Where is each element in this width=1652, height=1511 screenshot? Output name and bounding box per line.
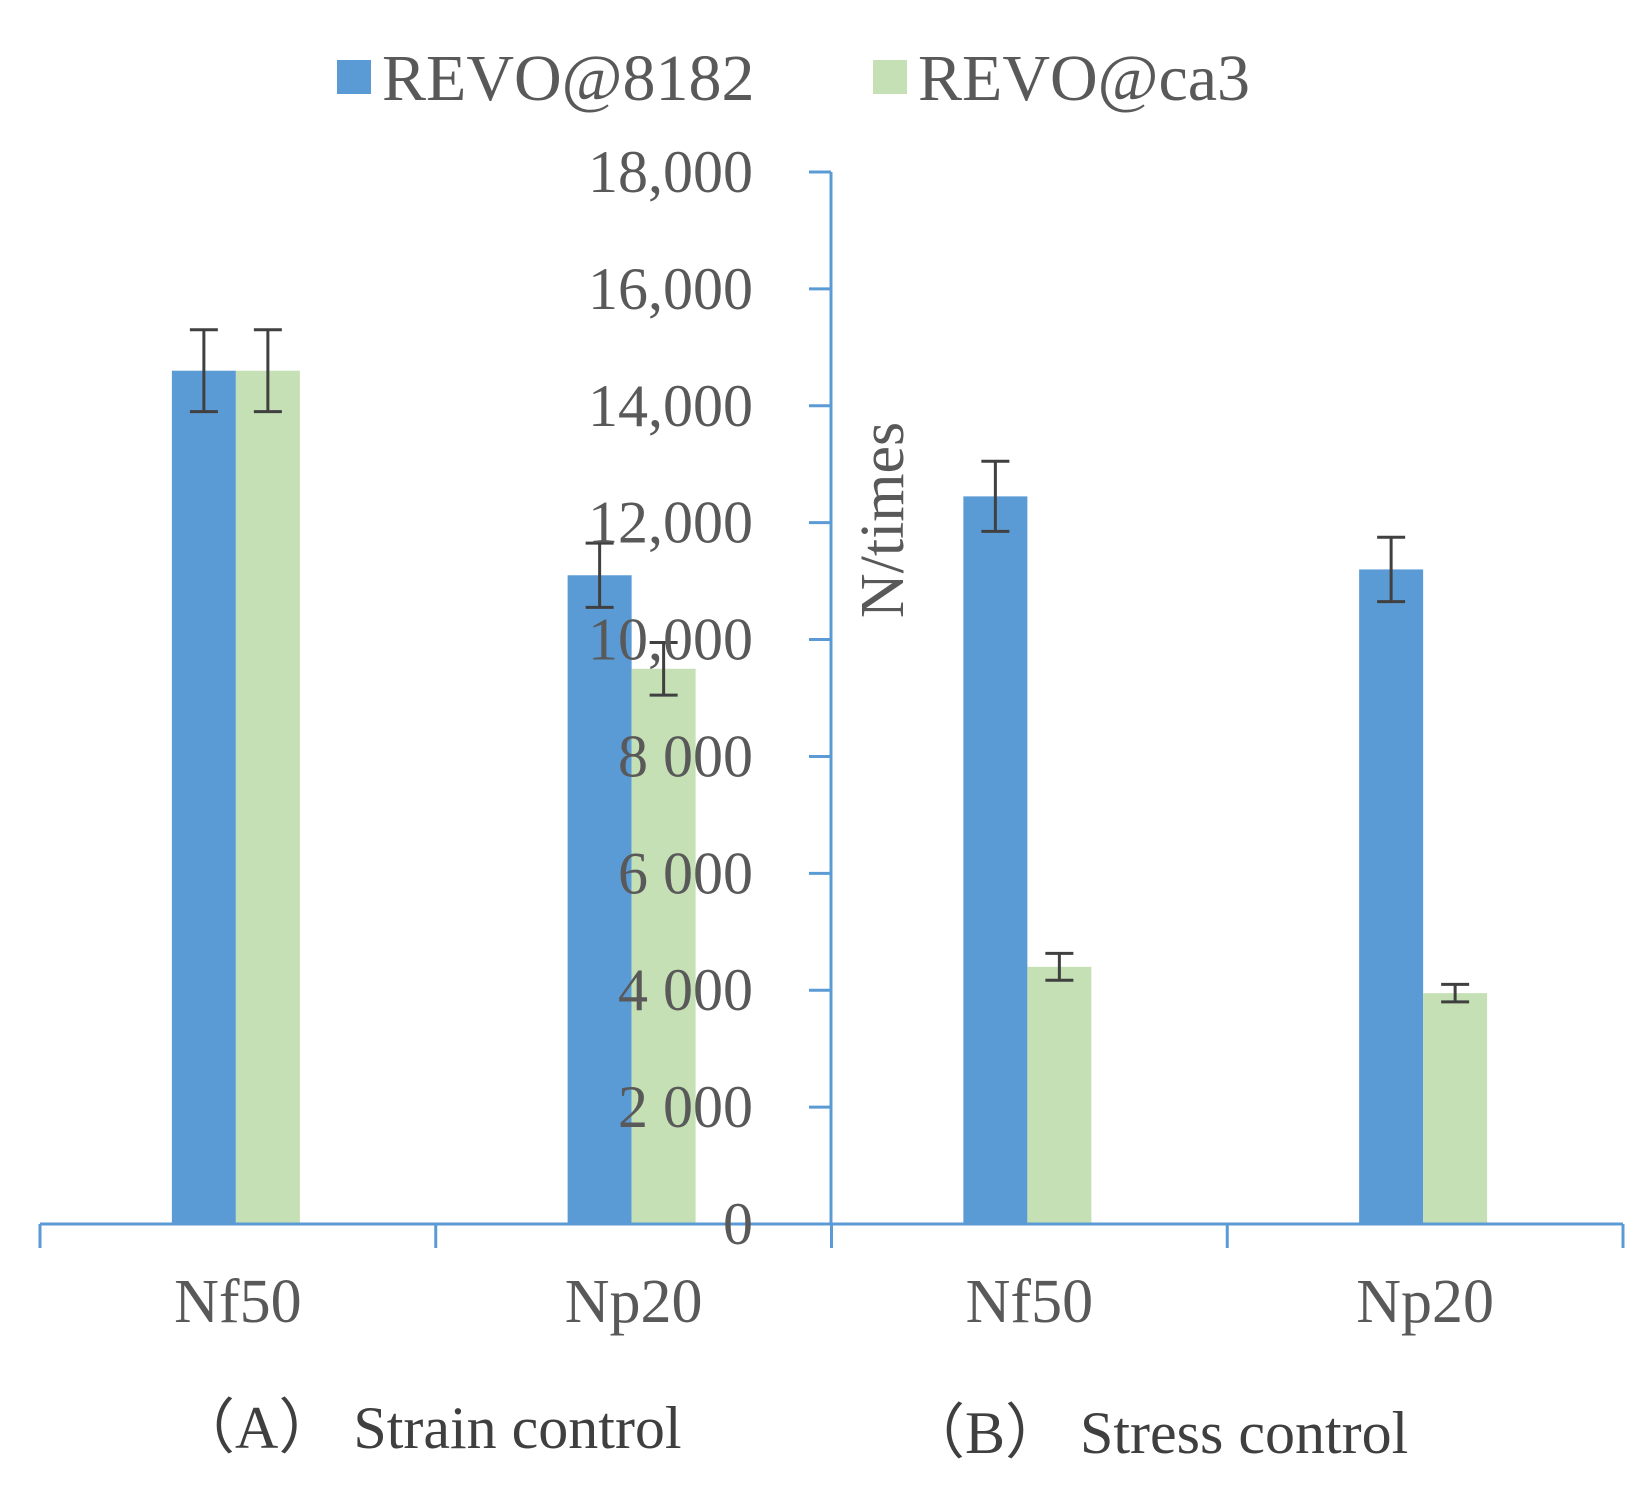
legend-label-revo8182: REVO@8182 bbox=[382, 42, 754, 115]
error-bars-group bbox=[189, 328, 1470, 1004]
error-bar bbox=[1045, 951, 1074, 982]
x-category-label: Nf50 bbox=[966, 1268, 1093, 1336]
bar-revoca3 bbox=[631, 668, 696, 1224]
x-labels-group: Nf50 Np20 Nf50 Np20 bbox=[38, 1224, 1625, 1336]
error-bar bbox=[585, 541, 614, 609]
y-ticks-group: 0 2 000 4 000 6 000 8 000 10,000 12,000 14,000 1… bbox=[588, 139, 831, 1257]
legend-swatch-revo8182 bbox=[337, 60, 371, 94]
y-axis-title: N/times bbox=[849, 422, 917, 618]
bar-revo8182 bbox=[567, 575, 632, 1224]
error-bar bbox=[981, 459, 1010, 533]
legend-swatch-revoca3 bbox=[873, 60, 907, 94]
panel-caption-b: （B） Stress control bbox=[905, 1400, 1408, 1466]
bar-revo8182 bbox=[963, 496, 1028, 1224]
bar-revoca3 bbox=[1027, 966, 1092, 1224]
x-category-label: Np20 bbox=[565, 1268, 703, 1336]
error-bar bbox=[253, 328, 282, 414]
error-bar bbox=[1377, 535, 1406, 604]
y-tick-label: 8 000 bbox=[618, 723, 753, 789]
y-tick-label: 6 000 bbox=[618, 840, 753, 906]
bar-revoca3 bbox=[1423, 993, 1488, 1224]
bar-revo8182 bbox=[1359, 569, 1424, 1224]
bars-group bbox=[171, 370, 1488, 1224]
error-bar bbox=[1441, 982, 1470, 1004]
y-tick-label: 2 000 bbox=[618, 1074, 753, 1140]
panel-caption-a: （A） Strain control bbox=[175, 1395, 682, 1461]
error-bar bbox=[649, 640, 678, 697]
bar-revoca3 bbox=[235, 370, 300, 1224]
x-category-label: Np20 bbox=[1356, 1268, 1494, 1336]
bar-revo8182 bbox=[171, 370, 236, 1224]
y-tick-label: 18,000 bbox=[588, 139, 753, 205]
y-tick-label: 14,000 bbox=[588, 373, 753, 439]
legend: REVO@8182 REVO@ca3 bbox=[337, 42, 1250, 115]
error-bar bbox=[189, 328, 218, 414]
y-tick-label: 4 000 bbox=[618, 957, 753, 1023]
y-tick-label: 0 bbox=[723, 1191, 753, 1257]
x-category-label: Nf50 bbox=[174, 1268, 301, 1336]
y-tick-label: 16,000 bbox=[588, 256, 753, 322]
legend-label-revoca3: REVO@ca3 bbox=[918, 42, 1250, 115]
y-tick-label: 10,000 bbox=[588, 607, 753, 673]
y-tick-label: 12,000 bbox=[588, 490, 753, 556]
